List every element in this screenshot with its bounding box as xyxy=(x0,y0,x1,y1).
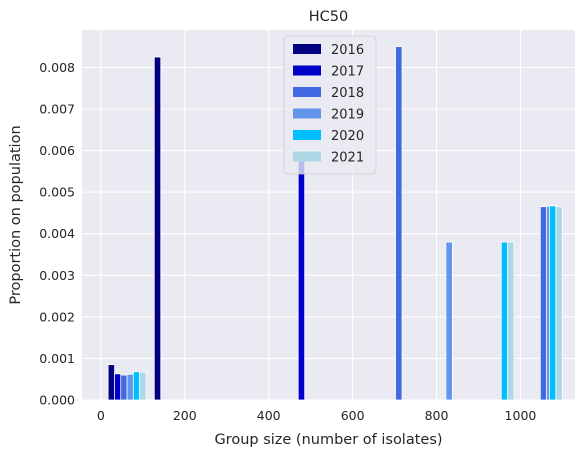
y-tick-label: 0.002 xyxy=(39,309,75,324)
bar xyxy=(539,206,548,401)
y-axis-ticks: 0.000 0.001 0.002 0.003 0.004 0.005 0.006 0.007… xyxy=(39,60,75,408)
y-axis-label: Proportion on population xyxy=(8,125,24,304)
legend-label: 2020 xyxy=(331,129,364,144)
x-axis-label: Group size (number of isolates) xyxy=(214,432,442,448)
bars xyxy=(107,46,563,401)
grid xyxy=(82,30,575,401)
y-tick-label: 0.007 xyxy=(39,101,75,116)
x-tick-label: 600 xyxy=(341,408,365,423)
legend: 2016 2017 2018 2019 2020 2021 xyxy=(283,35,377,175)
x-tick-label: 400 xyxy=(257,408,281,423)
x-tick-label: 800 xyxy=(425,408,449,423)
legend-label: 2016 xyxy=(331,43,364,58)
y-tick-label: 0.006 xyxy=(39,143,75,158)
bar xyxy=(107,364,116,401)
bar xyxy=(507,241,515,401)
x-tick-label: 200 xyxy=(173,408,197,423)
legend-swatch xyxy=(293,65,321,76)
y-tick-label: 0.001 xyxy=(39,351,75,366)
legend-label: 2021 xyxy=(331,151,364,166)
bar xyxy=(395,46,403,401)
y-tick-label: 0.008 xyxy=(39,60,75,75)
bar xyxy=(153,56,162,401)
legend-label: 2019 xyxy=(331,108,364,123)
legend-label: 2018 xyxy=(331,86,364,101)
x-tick-label: 0 xyxy=(97,408,105,423)
legend-swatch xyxy=(293,130,321,140)
legend-swatch xyxy=(293,108,321,119)
legend-swatch xyxy=(293,87,321,97)
x-axis-ticks: 0 200 400 600 800 1000 xyxy=(97,408,537,423)
bar xyxy=(126,373,134,401)
bar xyxy=(500,241,509,401)
x-tick-label: 1000 xyxy=(505,408,537,423)
bar xyxy=(549,205,557,401)
bar xyxy=(114,373,122,401)
y-tick-label: 0.003 xyxy=(39,268,75,283)
chart-title: HC50 xyxy=(309,9,348,25)
bar xyxy=(555,206,563,401)
bar xyxy=(297,154,306,401)
bar xyxy=(132,371,141,401)
y-tick-label: 0.005 xyxy=(39,185,75,200)
legend-label: 2017 xyxy=(331,65,364,80)
legend-swatch xyxy=(293,44,321,54)
y-tick-label: 0.004 xyxy=(39,226,75,241)
bar xyxy=(139,371,147,401)
y-tick-label: 0.000 xyxy=(39,393,75,408)
bar xyxy=(445,241,453,401)
bar xyxy=(120,374,128,401)
legend-swatch xyxy=(293,151,321,162)
